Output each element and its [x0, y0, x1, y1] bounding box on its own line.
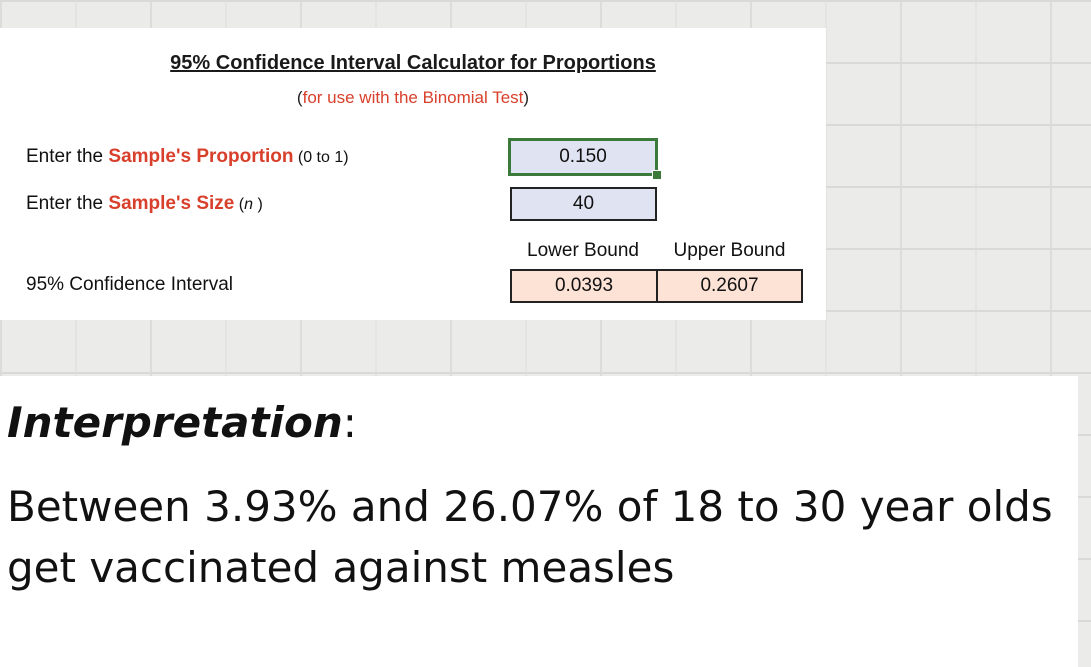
ci-label: 95% Confidence Interval: [26, 274, 234, 295]
size-value: 40: [572, 193, 595, 214]
upper-bound-cell[interactable]: 0.2607: [656, 269, 803, 303]
size-input[interactable]: 40: [510, 187, 657, 221]
calculator-subtitle: (for use with the Binomial Test): [296, 88, 530, 107]
fill-handle[interactable]: [652, 170, 662, 180]
interpretation-text: Between 3.93% and 26.07% of 18 to 30 yea…: [7, 482, 1053, 592]
size-label: Enter the Sample's Size (n ): [26, 193, 263, 214]
interpretation-heading: Interpretation:: [7, 398, 357, 447]
calculator-panel: 95% Confidence Interval Calculator for P…: [0, 28, 826, 320]
proportion-label: Enter the Sample's Proportion (0 to 1): [26, 146, 349, 167]
upper-bound-value: 0.2607: [700, 275, 759, 296]
lower-bound-cell[interactable]: 0.0393: [510, 269, 658, 303]
proportion-input[interactable]: 0.150: [508, 138, 658, 176]
calculator-title: 95% Confidence Interval Calculator for P…: [170, 52, 656, 74]
upper-bound-header: Upper Bound: [673, 240, 786, 261]
proportion-value: 0.150: [559, 146, 607, 167]
lower-bound-value: 0.0393: [554, 275, 614, 296]
interpretation-panel: [0, 376, 1078, 667]
lower-bound-header: Lower Bound: [527, 240, 639, 261]
